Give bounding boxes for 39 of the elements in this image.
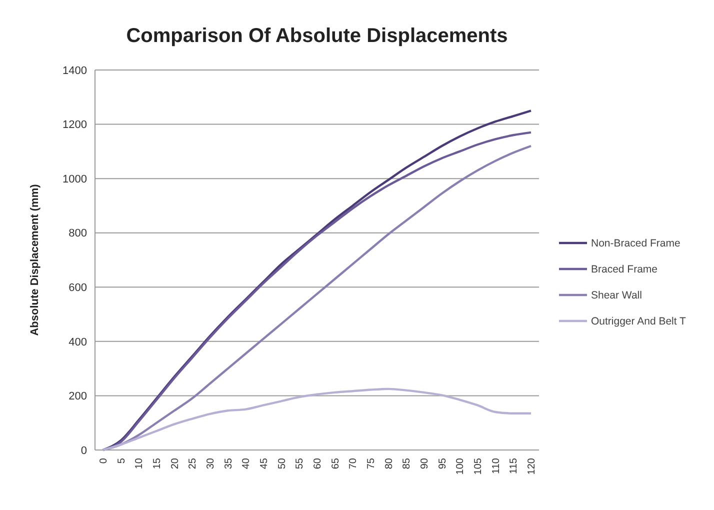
x-tick-label: 15	[152, 458, 163, 470]
x-tick-label: 85	[402, 458, 413, 470]
x-tick-label: 20	[170, 458, 181, 470]
y-tick-label: 1400	[62, 64, 87, 77]
y-tick-label: 1000	[62, 173, 87, 186]
y-tick-label: 200	[68, 390, 87, 403]
chart-title: Comparison Of Absolute Displacements	[126, 25, 508, 47]
y-axis-title: Absolute Displacement (mm)	[29, 184, 41, 336]
x-tick-label: 110	[490, 458, 502, 474]
y-tick-label: 800	[68, 228, 87, 240]
x-tick-label: 55	[294, 458, 306, 470]
x-tick-label: 65	[330, 458, 342, 470]
x-tick-label: 90	[420, 458, 430, 470]
y-tick-label: 1200	[62, 119, 87, 132]
x-tick-label: 80	[384, 458, 395, 470]
x-tick-label: 95	[437, 458, 448, 470]
x-tick-label: 45	[259, 458, 270, 470]
x-tick-label: 60	[312, 458, 324, 470]
x-tick-label: 105	[473, 458, 484, 475]
x-tick-label: 0	[98, 458, 110, 464]
legend-label: Braced Frame	[591, 264, 658, 276]
x-tick-label: 25	[188, 458, 199, 470]
x-tick-label: 115	[508, 458, 520, 474]
line-series	[102, 388, 532, 452]
x-tick-label: 70	[348, 458, 360, 470]
x-tick-label: 10	[134, 458, 146, 470]
legend-label: Shear Wall	[591, 290, 642, 302]
x-tick-label: 5	[116, 458, 128, 464]
y-tick-label: 600	[68, 282, 87, 294]
legend-label: Outrigger And Belt T	[591, 316, 687, 328]
x-tick-label: 100	[455, 458, 466, 475]
x-tick-label: 75	[366, 458, 377, 470]
y-tick-label: 400	[68, 336, 87, 348]
x-tick-label: 40	[241, 458, 252, 470]
x-tick-label: 120	[526, 458, 538, 475]
x-tick-label: 35	[223, 458, 234, 470]
x-tick-label: 50	[276, 458, 288, 470]
legend-label: Non-Braced Frame	[591, 238, 680, 250]
x-tick-label: 30	[206, 458, 216, 470]
